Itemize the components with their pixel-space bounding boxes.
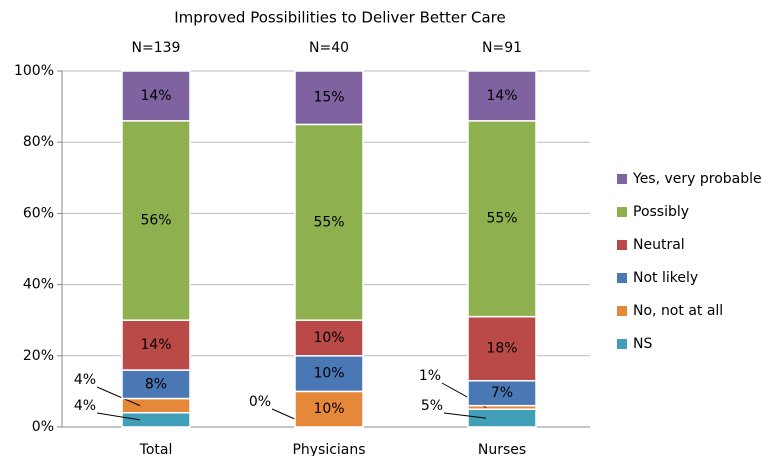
bar-segment bbox=[121, 70, 191, 122]
legend-swatch bbox=[617, 306, 627, 316]
leader-line bbox=[96, 386, 141, 407]
value-label: 4% bbox=[74, 372, 96, 388]
value-label: 14% bbox=[140, 88, 171, 104]
legend-label: Neutral bbox=[633, 237, 685, 253]
value-label: 4% bbox=[74, 398, 96, 414]
y-tick-label: 60% bbox=[23, 205, 54, 221]
value-label: 10% bbox=[313, 330, 344, 346]
y-tick-label: 40% bbox=[23, 277, 54, 293]
n-label: N=40 bbox=[309, 40, 349, 56]
legend-swatch bbox=[617, 273, 627, 283]
value-label: 5% bbox=[421, 398, 443, 414]
x-tick-label: Total bbox=[139, 442, 173, 456]
bar-segment bbox=[467, 120, 537, 318]
n-label: N=139 bbox=[132, 40, 181, 56]
bar-segment bbox=[121, 397, 191, 414]
legend-swatch bbox=[617, 207, 627, 217]
legend-swatch bbox=[617, 174, 627, 184]
bar-segment bbox=[467, 379, 537, 407]
bar-segment bbox=[294, 70, 364, 126]
bar-segment bbox=[467, 408, 537, 428]
value-label: 55% bbox=[486, 211, 517, 227]
x-tick-label: Nurses bbox=[478, 442, 526, 456]
legend-label: No, not at all bbox=[633, 303, 723, 319]
bar-segment bbox=[294, 123, 364, 321]
bar-segment bbox=[467, 315, 537, 382]
legend-swatch bbox=[617, 240, 627, 250]
bar-segment bbox=[294, 390, 364, 428]
y-tick-label: 100% bbox=[14, 63, 54, 79]
leader-line bbox=[443, 412, 487, 419]
bar-segment bbox=[467, 70, 537, 122]
legend-label: Possibly bbox=[633, 204, 689, 220]
value-label: 7% bbox=[491, 385, 513, 401]
value-label: 1% bbox=[419, 368, 441, 384]
bar-segment bbox=[294, 355, 364, 393]
n-label: N=91 bbox=[482, 40, 522, 56]
value-label: 14% bbox=[140, 337, 171, 353]
y-tick-label: 20% bbox=[23, 348, 54, 364]
y-tick-label: 0% bbox=[32, 419, 54, 435]
leader-line bbox=[96, 412, 141, 421]
legend-swatch bbox=[617, 339, 627, 349]
bar-segment bbox=[121, 120, 191, 321]
value-label: 18% bbox=[486, 341, 517, 357]
value-label: 55% bbox=[313, 214, 344, 230]
y-tick-label: 80% bbox=[23, 134, 54, 150]
value-label: 10% bbox=[313, 366, 344, 382]
value-label: 0% bbox=[249, 394, 271, 410]
legend-label: Not likely bbox=[633, 270, 698, 286]
chart-title: Improved Possibilities to Deliver Better… bbox=[174, 9, 506, 27]
value-label: 15% bbox=[313, 90, 344, 106]
x-tick-label: Physicians bbox=[292, 442, 365, 456]
bar-segment bbox=[121, 412, 191, 428]
legend-label: Yes, very probable bbox=[632, 171, 762, 187]
legend-label: NS bbox=[633, 336, 652, 352]
value-label: 10% bbox=[313, 401, 344, 417]
value-label: 56% bbox=[140, 213, 171, 229]
value-label: 8% bbox=[145, 376, 167, 392]
value-label: 14% bbox=[486, 88, 517, 104]
bar-segment bbox=[121, 369, 191, 400]
